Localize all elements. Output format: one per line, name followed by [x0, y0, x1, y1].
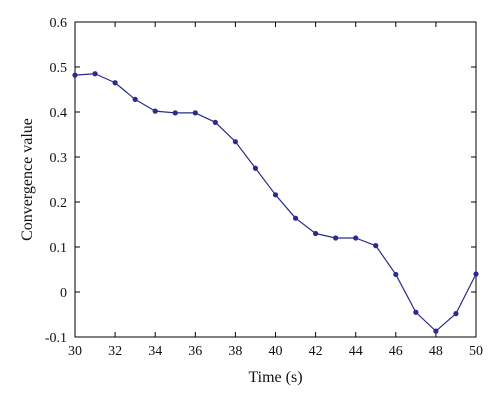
y-tick-label: 0.4: [50, 106, 68, 121]
y-tick-label: -0.1: [45, 331, 67, 346]
x-tick-label: 38: [228, 344, 242, 359]
x-tick-label: 48: [429, 344, 443, 359]
data-point: [132, 96, 138, 102]
data-point: [453, 311, 459, 317]
data-point: [313, 230, 319, 237]
x-axis-ticks: 30 32 34 36 38 40 42 44 46 48 50: [68, 22, 483, 359]
y-axis-ticks: -0.1 0 0.1 0.2 0.3 0.4 0.5 0.6: [45, 16, 476, 346]
data-point: [373, 243, 379, 249]
data-point: [212, 119, 218, 125]
x-tick-label: 34: [148, 344, 162, 359]
data-point: [152, 108, 158, 114]
data-point: [112, 80, 118, 86]
y-axis-label: Convergence value: [19, 118, 36, 241]
x-tick-label: 44: [349, 344, 363, 359]
y-tick-label: 0.5: [50, 61, 68, 76]
y-tick-label: 0: [60, 286, 67, 301]
x-tick-label: 46: [389, 344, 403, 359]
data-point: [353, 235, 359, 241]
data-point: [252, 165, 259, 171]
x-tick-label: 50: [469, 344, 483, 359]
x-tick-label: 30: [68, 344, 82, 359]
plot-area-frame: [74, 21, 477, 338]
data-point: [192, 110, 198, 116]
data-point: [272, 192, 279, 198]
x-tick-label: 36: [188, 344, 202, 359]
data-point: [333, 235, 339, 241]
data-point: [172, 110, 178, 116]
series-line: [74, 73, 477, 332]
data-point: [413, 309, 419, 315]
data-point: [433, 328, 439, 334]
y-tick-label: 0.2: [50, 196, 68, 211]
data-point: [292, 215, 299, 221]
x-tick-label: 32: [108, 344, 122, 359]
x-tick-label: 40: [269, 344, 283, 359]
y-tick-label: 0.6: [50, 16, 68, 31]
data-point: [393, 271, 399, 278]
data-point: [232, 139, 238, 145]
data-point: [72, 72, 78, 78]
y-tick-label: 0.3: [50, 151, 68, 166]
data-point: [92, 71, 98, 77]
x-axis-label: Time (s): [248, 369, 302, 386]
y-tick-label: 0.1: [50, 241, 68, 256]
series-layer: [72, 71, 479, 334]
x-tick-label: 42: [309, 344, 323, 359]
data-point: [473, 271, 479, 277]
